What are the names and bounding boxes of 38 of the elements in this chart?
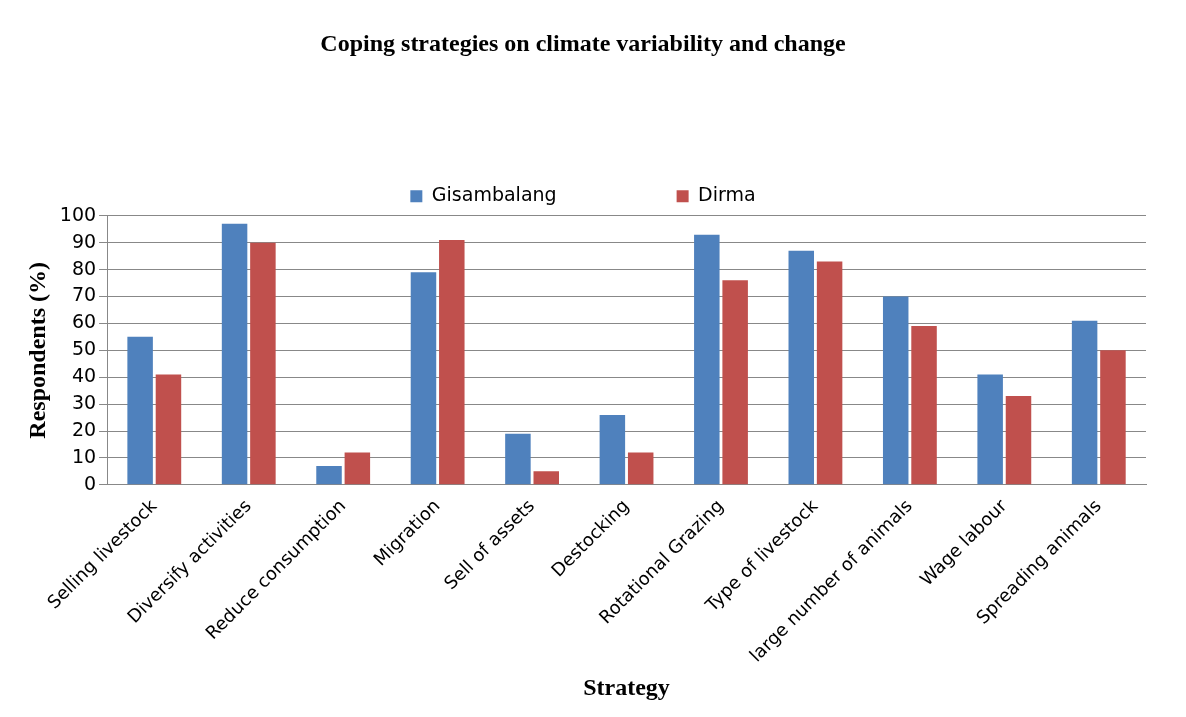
bar	[155, 374, 182, 485]
bar	[911, 326, 937, 485]
bar	[1071, 320, 1098, 485]
bar	[410, 272, 437, 485]
bar	[1005, 396, 1032, 485]
y-axis-title: Respondents (%)	[23, 261, 50, 439]
bar	[694, 234, 720, 485]
bar	[505, 433, 531, 485]
bar	[599, 414, 626, 485]
bar	[627, 452, 654, 485]
bar	[977, 374, 1003, 485]
y-tick-label: 0	[83, 471, 97, 494]
bar	[533, 471, 559, 485]
bar	[722, 280, 748, 485]
bar	[344, 452, 371, 485]
bar	[127, 336, 153, 485]
y-tick-label: 30	[71, 391, 97, 414]
bar	[816, 261, 843, 485]
legend-label: Dirma	[698, 183, 756, 206]
bar	[250, 242, 276, 485]
y-tick-label: 100	[59, 202, 97, 225]
y-tick-label: 60	[71, 310, 97, 333]
y-tick-label: 70	[71, 283, 97, 306]
legend-label: Gisambalang	[431, 183, 557, 206]
bar	[316, 465, 342, 485]
x-axis-title: Strategy	[583, 673, 670, 700]
y-tick-label: 90	[71, 229, 97, 252]
y-tick-label: 40	[71, 364, 97, 387]
y-tick-label: 50	[71, 337, 97, 360]
bar	[882, 296, 909, 485]
bar	[221, 223, 248, 485]
y-tick-label: 20	[71, 417, 97, 440]
chart-title: Coping strategies on climate variability and change	[320, 29, 846, 56]
y-tick-label: 80	[71, 256, 97, 279]
bar	[439, 240, 465, 485]
y-tick-label: 10	[71, 444, 97, 467]
bar	[1100, 350, 1126, 485]
bar	[788, 250, 815, 485]
